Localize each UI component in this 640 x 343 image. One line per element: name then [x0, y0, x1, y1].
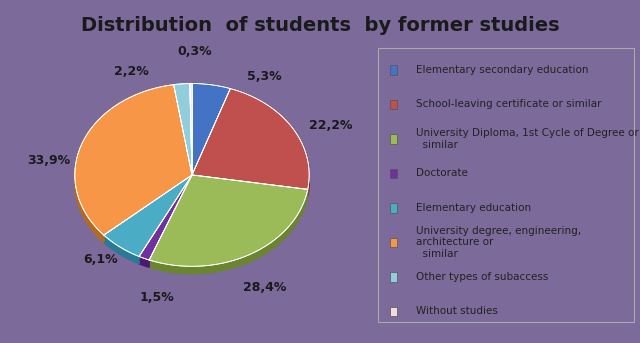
Bar — [390, 169, 397, 178]
Text: Doctorate: Doctorate — [416, 168, 468, 178]
Text: 22,2%: 22,2% — [308, 119, 352, 132]
Polygon shape — [75, 85, 173, 243]
Polygon shape — [104, 175, 192, 257]
Text: 6,1%: 6,1% — [83, 253, 118, 266]
Polygon shape — [149, 189, 308, 274]
Text: School-leaving certificate or similar: School-leaving certificate or similar — [416, 99, 602, 109]
Polygon shape — [192, 88, 309, 189]
Polygon shape — [173, 84, 190, 92]
Polygon shape — [190, 84, 192, 91]
Polygon shape — [230, 88, 309, 197]
Bar — [390, 65, 397, 75]
Polygon shape — [75, 85, 192, 235]
Text: Elementary education: Elementary education — [416, 203, 531, 213]
Bar — [390, 307, 397, 316]
Polygon shape — [139, 257, 149, 267]
Text: 5,3%: 5,3% — [247, 70, 282, 83]
Text: Elementary secondary education: Elementary secondary education — [416, 65, 589, 75]
Polygon shape — [190, 84, 192, 175]
Text: 28,4%: 28,4% — [243, 281, 286, 294]
Bar — [390, 134, 397, 144]
Text: University degree, engineering, architecture or
  similar: University degree, engineering, architec… — [416, 226, 581, 259]
Bar — [390, 238, 397, 247]
Text: 33,9%: 33,9% — [28, 154, 70, 167]
Bar — [390, 203, 397, 213]
Polygon shape — [192, 84, 230, 96]
Polygon shape — [104, 235, 139, 264]
Polygon shape — [173, 84, 192, 175]
Text: Without studies: Without studies — [416, 306, 498, 317]
Text: University Diploma, 1st Cycle of Degree or
  similar: University Diploma, 1st Cycle of Degree … — [416, 128, 639, 150]
Polygon shape — [149, 175, 308, 266]
Bar — [390, 272, 397, 282]
Polygon shape — [139, 175, 192, 260]
Text: 0,3%: 0,3% — [177, 45, 212, 58]
Text: 1,5%: 1,5% — [140, 292, 174, 305]
Text: Distribution  of students  by former studies: Distribution of students by former studi… — [81, 16, 559, 35]
Text: Other types of subaccess: Other types of subaccess — [416, 272, 548, 282]
Bar — [390, 100, 397, 109]
Polygon shape — [192, 84, 230, 175]
Text: 2,2%: 2,2% — [114, 65, 148, 78]
